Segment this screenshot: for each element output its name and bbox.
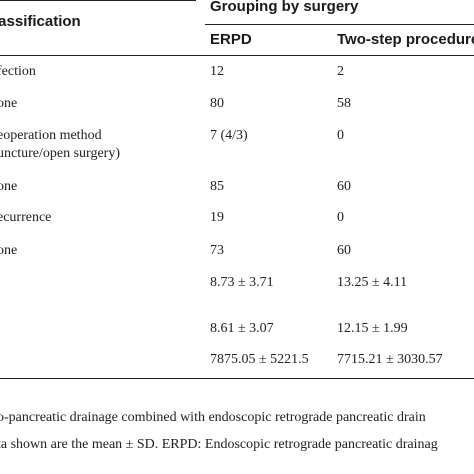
row-erpd-value: 7875.05 ± 5221.5 bbox=[210, 352, 309, 367]
header-bottom-rule bbox=[0, 55, 474, 56]
row-label: one bbox=[0, 96, 18, 111]
grouping-underline bbox=[205, 24, 474, 25]
erpd-column-header: ERPD bbox=[210, 31, 252, 48]
row-twostep-value: 12.15 ± 1.99 bbox=[337, 321, 408, 336]
row-twostep-value: 2 bbox=[337, 64, 344, 79]
row-label-continued: uncture/open surgery) bbox=[0, 146, 120, 161]
row-erpd-value: 8.73 ± 3.71 bbox=[210, 275, 274, 290]
row-label: one bbox=[0, 243, 18, 258]
row-erpd-value: 73 bbox=[210, 243, 224, 258]
twostep-column-header: Two-step procedure bbox=[337, 31, 474, 48]
row-twostep-value: 60 bbox=[337, 179, 351, 194]
top-rule-left bbox=[0, 0, 196, 1]
row-erpd-value: 85 bbox=[210, 179, 224, 194]
row-erpd-value: 7 (4/3) bbox=[210, 128, 248, 143]
row-twostep-value: 0 bbox=[337, 210, 344, 225]
row-twostep-value: 13.25 ± 4.11 bbox=[337, 275, 408, 290]
row-twostep-value: 7715.21 ± 3030.57 bbox=[337, 352, 443, 367]
row-label: eoperation method bbox=[0, 128, 102, 143]
row-erpd-value: 12 bbox=[210, 64, 224, 79]
row-label: one bbox=[0, 179, 18, 194]
row-twostep-value: 60 bbox=[337, 243, 351, 258]
row-twostep-value: 58 bbox=[337, 96, 351, 111]
row-label: fection bbox=[0, 64, 36, 79]
classification-header: lassification bbox=[0, 13, 81, 30]
footnote-line-1: o-pancreatic drainage combined with endo… bbox=[0, 410, 426, 425]
row-label: ecurrence bbox=[0, 210, 52, 225]
table-bottom-rule bbox=[0, 378, 474, 379]
row-erpd-value: 8.61 ± 3.07 bbox=[210, 321, 274, 336]
footnote-line-2: ta shown are the mean ± SD. ERPD: Endosc… bbox=[0, 437, 438, 452]
row-erpd-value: 80 bbox=[210, 96, 224, 111]
grouping-header: Grouping by surgery bbox=[210, 0, 359, 15]
row-twostep-value: 0 bbox=[337, 128, 344, 143]
row-erpd-value: 19 bbox=[210, 210, 224, 225]
